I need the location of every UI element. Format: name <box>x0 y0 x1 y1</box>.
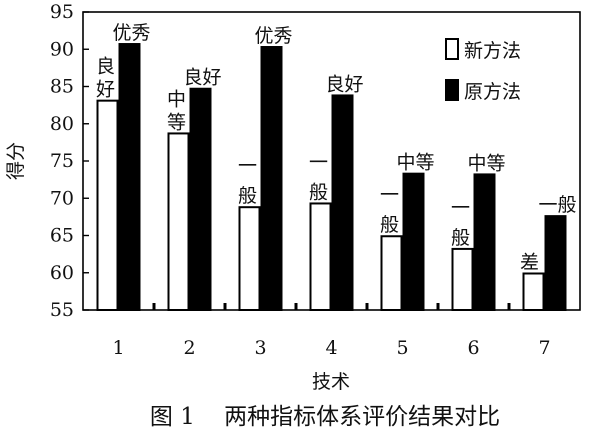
bar-label-new-method: 一般 <box>238 155 257 207</box>
bar-label-new-method: 良好 <box>96 56 115 101</box>
x-axis-label: 技术 <box>312 371 350 393</box>
bar-new-method <box>96 99 119 311</box>
x-tick-label: 3 <box>254 337 266 359</box>
bar-original-method <box>544 215 567 312</box>
bar-new-method <box>522 272 545 311</box>
x-tick-label: 2 <box>183 337 195 359</box>
bar-label-new-method: 一般 <box>380 184 399 236</box>
x-tick-label: 4 <box>325 337 337 359</box>
y-tick-label: 80 <box>50 113 74 135</box>
plot-frame <box>82 11 581 311</box>
y-tick-label: 85 <box>50 76 74 98</box>
legend: 新方法 原方法 <box>445 38 521 103</box>
bar-original-method <box>331 94 354 311</box>
legend-swatch-new-method <box>445 38 459 60</box>
bar-label-original-method: 良好 <box>183 67 221 89</box>
bar-original-method <box>473 173 496 311</box>
bar-new-method <box>238 206 261 311</box>
bar-label-new-method: 差 <box>520 251 539 273</box>
y-tick-label: 90 <box>50 38 74 60</box>
legend-label-original-method: 原方法 <box>464 81 521 103</box>
y-tick-label: 60 <box>50 262 74 284</box>
bar-label-new-method: 一般 <box>451 197 470 249</box>
bar-label-original-method: 良好 <box>325 73 363 95</box>
x-tick-label: 7 <box>538 337 550 359</box>
bar-original-method <box>402 172 425 311</box>
bar-original-method <box>189 87 212 311</box>
bar-new-method <box>451 247 474 312</box>
legend-label-new-method: 新方法 <box>464 40 521 62</box>
bar-new-method <box>309 202 332 311</box>
bar-new-method <box>167 132 190 311</box>
y-tick-label: 65 <box>50 225 74 247</box>
bar-original-method <box>260 46 283 311</box>
x-tick-label: 5 <box>396 337 408 359</box>
figure-caption: 图 1 两种指标体系评价结果对比 <box>150 404 500 430</box>
bar-label-new-method: 一般 <box>309 151 328 203</box>
x-tick-label: 6 <box>467 337 479 359</box>
bar-label-original-method: 优秀 <box>112 22 150 44</box>
bar-label-original-method: 中等 <box>396 152 434 174</box>
bar-label-original-method: 一般 <box>538 194 576 216</box>
bar-new-method <box>380 235 403 311</box>
bar-label-original-method: 优秀 <box>254 25 292 47</box>
y-tick-label: 95 <box>50 1 74 23</box>
y-axis-label: 得分 <box>5 142 27 180</box>
bar-label-original-method: 中等 <box>467 152 505 174</box>
y-tick-label: 75 <box>50 150 74 172</box>
y-tick-label: 70 <box>50 187 74 209</box>
y-tick-label: 55 <box>50 299 74 321</box>
bar-label-new-method: 中等 <box>167 88 186 133</box>
bar-original-method <box>118 43 141 311</box>
x-tick-label: 1 <box>112 337 124 359</box>
legend-swatch-original-method <box>445 79 459 101</box>
